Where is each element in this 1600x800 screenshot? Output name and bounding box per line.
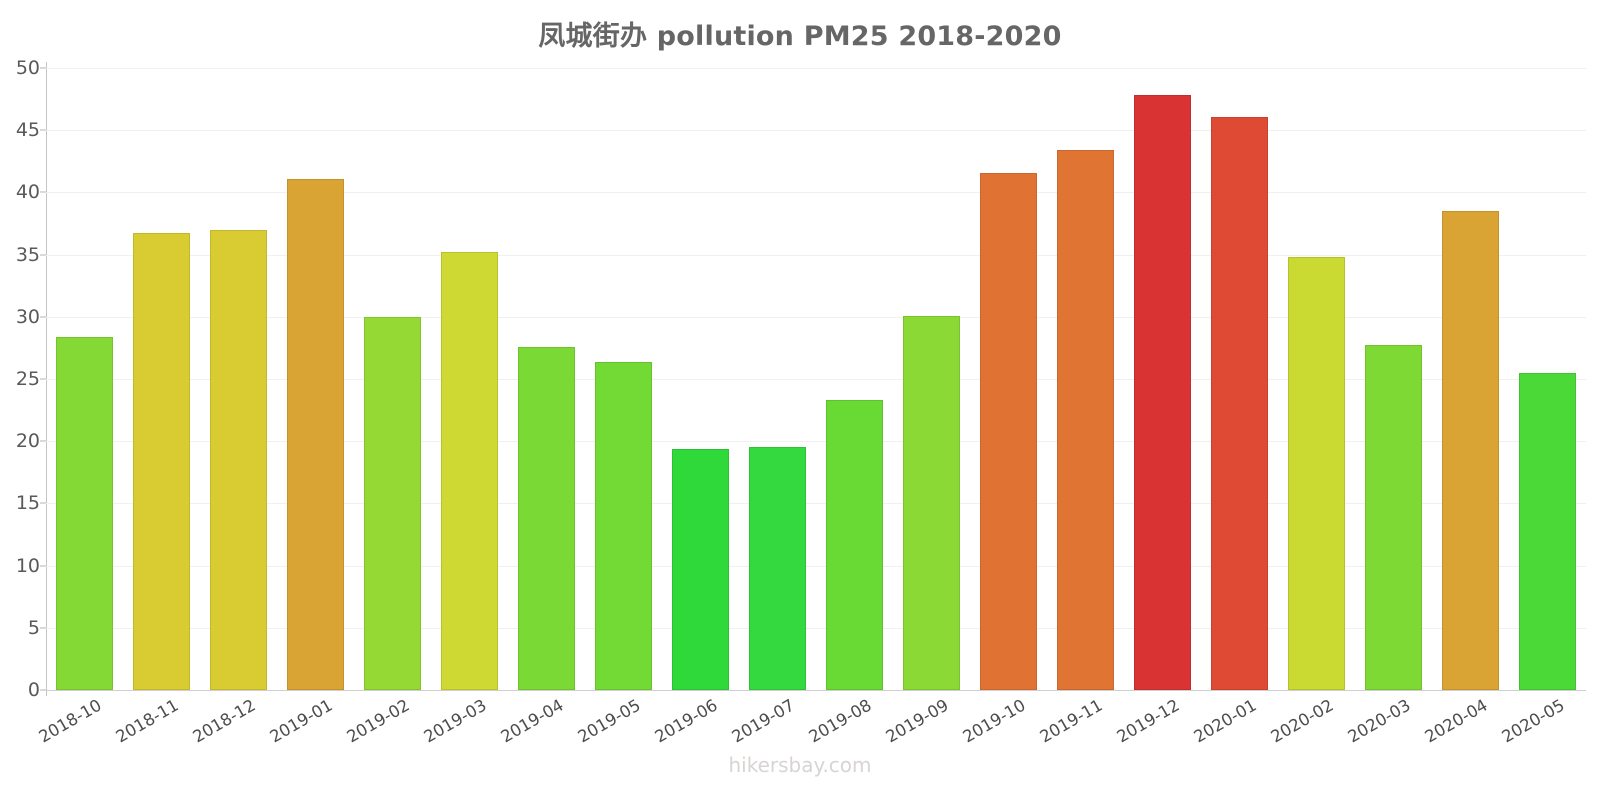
y-axis-tick-label: 40 <box>15 181 40 204</box>
chart-title: 凤城街办 pollution PM25 2018-2020 <box>538 21 1062 52</box>
bar[interactable] <box>1288 257 1345 690</box>
bar[interactable] <box>1442 211 1499 690</box>
x-axis-tick-label: 2018-11 <box>112 695 182 747</box>
x-axis-tick-label: 2019-09 <box>882 695 952 747</box>
bar[interactable] <box>1365 345 1422 690</box>
x-axis-tick-label: 2020-02 <box>1267 695 1337 747</box>
bars-layer <box>46 68 1586 690</box>
x-axis-tick-label: 2019-07 <box>728 695 798 747</box>
y-axis-tick-mark <box>40 191 47 193</box>
y-axis-tick-mark <box>40 627 47 629</box>
y-axis-tick-label: 30 <box>15 305 40 328</box>
bar[interactable] <box>1057 150 1114 690</box>
bar[interactable] <box>364 316 421 690</box>
x-axis-tick-label: 2019-02 <box>343 695 413 747</box>
x-axis-tick-label: 2019-04 <box>497 695 567 747</box>
y-axis-tick-label: 25 <box>15 368 40 390</box>
footer-watermark: hikersbay.com <box>728 753 872 777</box>
bar[interactable] <box>826 400 883 690</box>
y-axis-tick-label: 15 <box>15 492 40 515</box>
x-axis-tick-label: 2019-05 <box>574 695 644 747</box>
bar[interactable] <box>980 172 1037 690</box>
bar[interactable] <box>133 233 190 690</box>
bar[interactable] <box>210 229 267 690</box>
bar[interactable] <box>749 447 806 690</box>
y-axis-tick-mark <box>40 502 47 504</box>
y-axis-tick-label: 20 <box>15 430 40 453</box>
x-axis-tick-label: 2019-01 <box>266 695 336 747</box>
x-axis-tick-label: 2020-01 <box>1190 695 1260 747</box>
bar[interactable] <box>672 448 729 690</box>
x-axis-tick-label: 2019-03 <box>420 695 490 747</box>
bar[interactable] <box>1211 116 1268 690</box>
y-axis-tick-mark <box>40 378 47 380</box>
bar[interactable] <box>287 178 344 690</box>
bar[interactable] <box>56 336 113 690</box>
y-axis-tick-mark <box>40 67 47 69</box>
y-axis-tick-label: 0 <box>27 679 40 701</box>
y-axis-tick-label: 5 <box>27 616 40 639</box>
x-axis-tick-label: 2019-11 <box>1036 695 1106 747</box>
x-axis-tick-label: 2018-10 <box>35 695 105 747</box>
x-axis-tick-label: 2019-12 <box>1113 695 1183 747</box>
y-axis-tick-mark <box>40 129 47 131</box>
x-axis-tick-label: 2019-06 <box>651 695 721 747</box>
x-axis-tick-labels: 2018-10 2018-11 2018-12 2019-01 2019-02 2019-… <box>35 690 1586 760</box>
bar[interactable] <box>518 346 575 690</box>
y-axis-tick-label: 45 <box>15 119 40 142</box>
plot-area <box>46 68 1586 691</box>
x-axis-tick-label: 2019-10 <box>959 695 1029 747</box>
x-axis-tick-label: 2020-05 <box>1498 695 1568 747</box>
y-axis-tick-mark <box>40 440 47 442</box>
x-axis-tick-label: 2018-12 <box>189 695 259 747</box>
y-axis-tick-label: 50 <box>15 57 40 79</box>
y-axis-tick-label: 35 <box>15 243 40 266</box>
x-axis-tick-label: 2020-03 <box>1344 695 1414 747</box>
y-axis-tick-label: 10 <box>15 554 40 577</box>
bar[interactable] <box>441 252 498 690</box>
x-axis-tick-label: 2019-08 <box>805 695 875 747</box>
y-axis-tick-mark <box>40 316 47 318</box>
y-axis-tick-labels: 0 5 10 15 20 25 30 35 40 45 50 <box>0 57 47 701</box>
bar[interactable] <box>903 315 960 690</box>
y-axis-tick-mark <box>40 565 47 567</box>
y-axis-tick-mark <box>40 689 47 691</box>
bar[interactable] <box>1519 372 1576 690</box>
x-axis-tick-label: 2020-04 <box>1421 695 1491 747</box>
y-axis-tick-mark <box>40 254 47 256</box>
bar[interactable] <box>595 361 652 690</box>
bar[interactable] <box>1134 95 1191 690</box>
